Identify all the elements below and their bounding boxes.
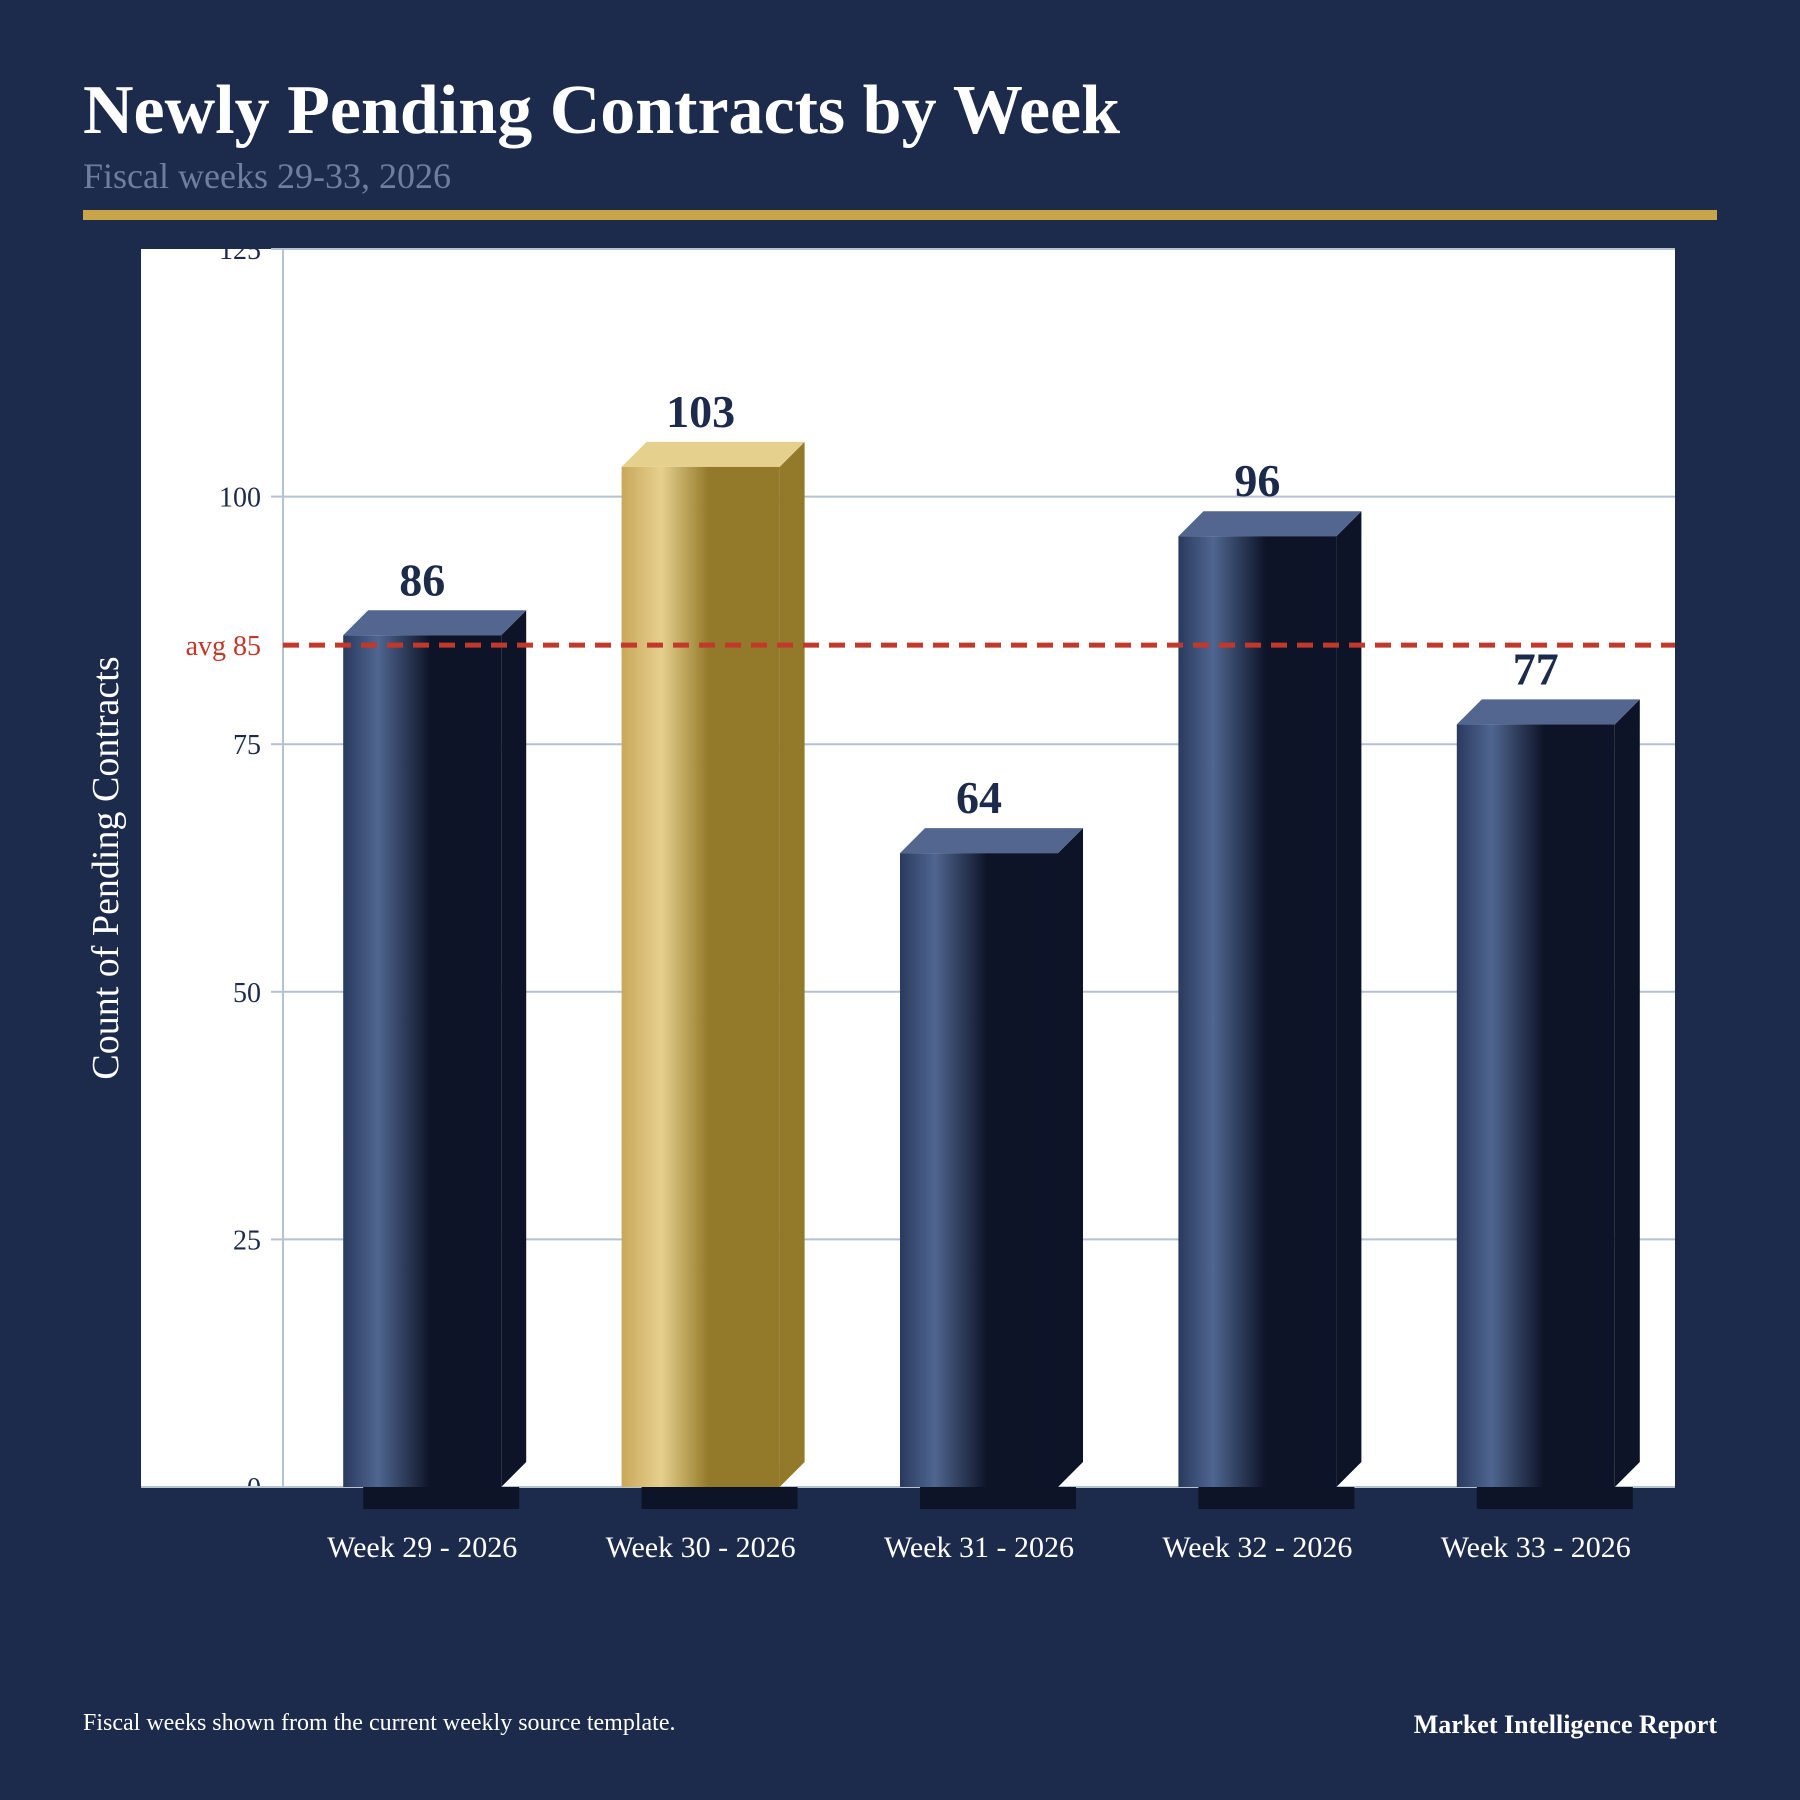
y-tick-label: 100 [219,483,261,514]
bar-side [501,610,527,1487]
bar-shadow [920,1487,1076,1509]
x-tick-label: Week 29 - 2026 [327,1531,517,1564]
y-tick-label: 125 [219,235,261,266]
bar-value-label: 96 [1234,455,1280,506]
bar-value-label: 86 [399,554,445,605]
x-tick-label: Week 31 - 2026 [884,1531,1074,1564]
y-tick-label: 0 [247,1473,261,1504]
y-axis-title: Count of Pending Contracts [85,656,127,1079]
y-tick-label: 50 [233,978,261,1009]
chart-subtitle: Fiscal weeks 29-33, 2026 [83,156,451,196]
y-tick-label: 25 [233,1225,261,1256]
bar-side [1614,699,1640,1487]
y-tick-label: 75 [233,730,261,761]
bar-top [1178,511,1362,537]
bar-value-label: 103 [666,386,735,437]
bar-top [1456,699,1640,725]
footer-brand: Market Intelligence Report [1413,1710,1717,1739]
chart-title: Newly Pending Contracts by Week [83,72,1121,149]
bar [1456,724,1615,1487]
bar-shadow [1476,1487,1633,1509]
bar-value-label: 77 [1513,643,1559,694]
bar [900,853,1058,1487]
bar-shadow [1198,1487,1355,1509]
bar-side [1336,511,1362,1487]
bar-top [343,610,527,636]
bar-top [900,828,1083,854]
bar-top [621,441,805,467]
footer-note: Fiscal weeks shown from the current week… [83,1710,676,1736]
bar-side [779,441,805,1488]
bar-side [1058,828,1083,1487]
x-tick-label: Week 33 - 2026 [1441,1531,1631,1564]
x-tick-label: Week 30 - 2026 [606,1531,796,1564]
bar [1178,536,1337,1487]
bar [621,466,780,1487]
bar-shadow [363,1487,520,1509]
title-divider [83,210,1717,220]
bar [343,635,502,1487]
average-label: avg 85 [186,631,261,662]
x-tick-label: Week 32 - 2026 [1162,1531,1352,1564]
bar-shadow [641,1487,798,1509]
bar-value-label: 64 [956,772,1002,823]
